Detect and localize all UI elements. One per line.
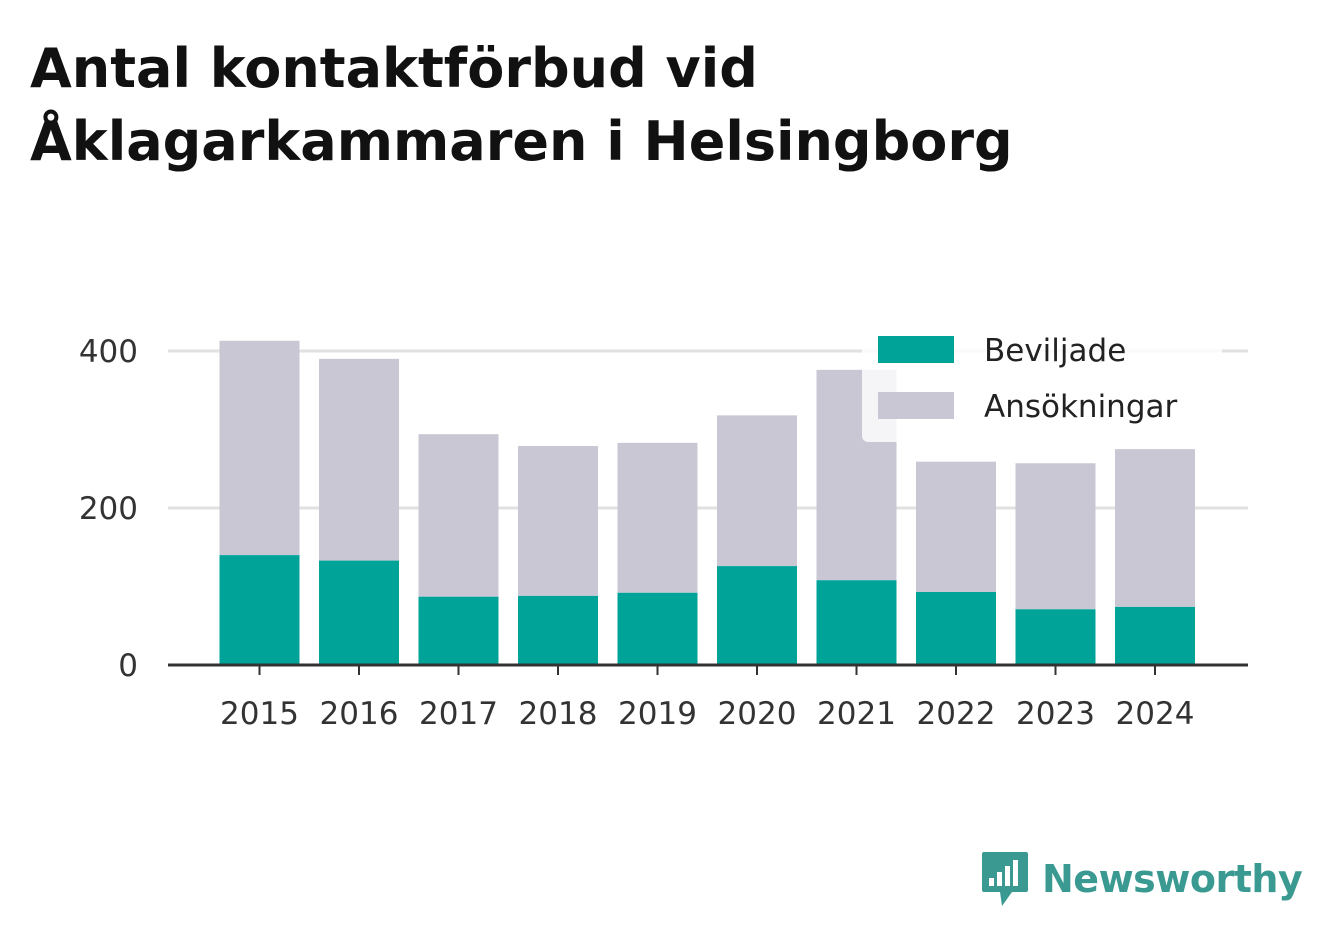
bar-beviljade-2021 [816, 580, 897, 665]
bar-ansokningar-2020 [717, 415, 797, 567]
bar-beviljade-2018 [518, 595, 598, 665]
bar-ansokningar-2022 [916, 461, 996, 592]
bar-ansokningar-2017 [418, 434, 499, 597]
x-axis-ticks: 2015 2016 2017 2018 2019 2020 2021 2022 2023 2024 [220, 665, 1194, 732]
y-tick-label: 200 [79, 491, 138, 527]
x-tick-label: 2021 [817, 696, 896, 732]
x-tick-label: 2019 [618, 696, 697, 732]
legend: Beviljade Ansökningar [862, 330, 1222, 442]
bar-beviljade-2016 [319, 560, 399, 665]
bars [219, 340, 1195, 665]
legend-label-ansokningar: Ansökningar [984, 389, 1178, 425]
y-tick-label: 0 [118, 648, 138, 684]
x-tick-label: 2024 [1116, 696, 1195, 732]
bar-beviljade-2019 [617, 592, 698, 665]
legend-swatch-beviljade [878, 336, 954, 363]
x-tick-label: 2020 [718, 696, 797, 732]
bar-beviljade-2020 [717, 566, 797, 665]
bar-ansokningar-2015 [219, 340, 300, 556]
x-tick-label: 2023 [1016, 696, 1095, 732]
bar-ansokningar-2024 [1115, 449, 1195, 607]
y-axis-ticks: 0 200 400 [79, 334, 138, 684]
bar-chart-speech-bubble-icon [982, 852, 1028, 906]
y-tick-label: 400 [79, 334, 138, 370]
brand-logo: Newsworthy [980, 848, 1303, 910]
bar-beviljade-2024 [1115, 606, 1195, 665]
chart-title: Antal kontaktförbud vid Åklagarkammaren … [30, 32, 1230, 178]
title-line-2: Åklagarkammaren i Helsingborg [30, 110, 1013, 173]
bar-beviljade-2022 [916, 591, 996, 665]
x-tick-label: 2018 [519, 696, 598, 732]
bar-beviljade-2015 [219, 555, 300, 665]
bar-ansokningar-2023 [1015, 463, 1096, 610]
x-tick-label: 2017 [419, 696, 498, 732]
bar-ansokningar-2019 [617, 442, 698, 593]
brand-name: Newsworthy [1042, 857, 1303, 901]
legend-label-beviljade: Beviljade [984, 333, 1126, 369]
bar-beviljade-2023 [1015, 609, 1096, 665]
x-tick-label: 2022 [917, 696, 996, 732]
title-line-1: Antal kontaktförbud vid [30, 37, 758, 100]
bar-beviljade-2017 [418, 596, 499, 665]
bar-ansokningar-2018 [518, 445, 598, 596]
legend-swatch-ansokningar [878, 392, 954, 419]
x-tick-label: 2016 [320, 696, 399, 732]
bar-ansokningar-2016 [319, 358, 399, 561]
x-tick-label: 2015 [220, 696, 299, 732]
